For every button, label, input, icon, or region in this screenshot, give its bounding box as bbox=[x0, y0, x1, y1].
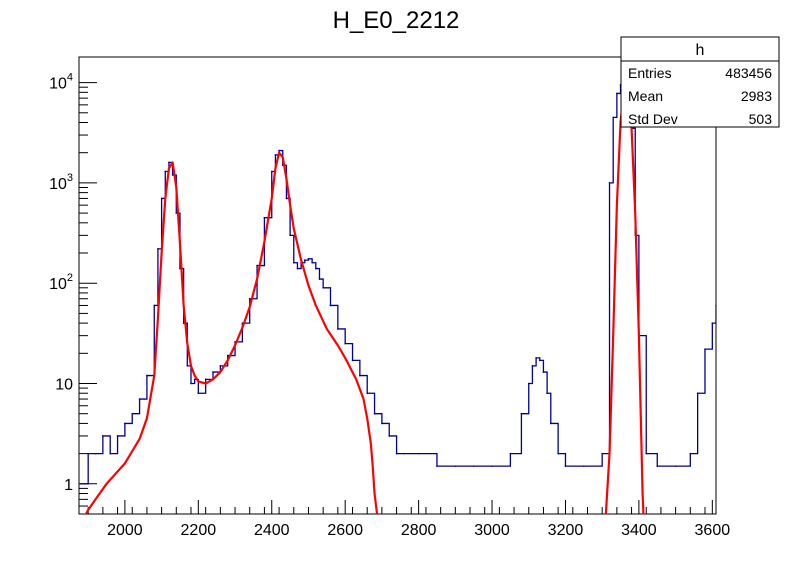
x-tick-label: 2000 bbox=[107, 522, 143, 539]
y-tick-label: 102 bbox=[49, 272, 73, 293]
y-tick-label: 1 bbox=[64, 477, 73, 494]
x-tick-label: 2800 bbox=[401, 522, 437, 539]
stats-box: h Entries 483456 Mean 2983 Std Dev 503 bbox=[620, 36, 780, 128]
x-tick-label: 2400 bbox=[254, 522, 290, 539]
y-tick-label: 103 bbox=[49, 172, 73, 193]
y-tick-label: 10 bbox=[55, 377, 73, 394]
stats-row-label: Entries bbox=[628, 65, 672, 81]
stats-box-frame bbox=[620, 36, 780, 128]
stats-row-value: 2983 bbox=[741, 88, 772, 104]
stats-row-value: 483456 bbox=[725, 65, 772, 81]
axes: 2000 2200 2400 2600 2800 3000 3200 3400 36001101… bbox=[49, 72, 730, 539]
histogram-line bbox=[80, 84, 716, 485]
stats-row-value: 503 bbox=[749, 111, 773, 127]
y-tick-base: 10 bbox=[49, 276, 67, 293]
series-1 bbox=[80, 86, 645, 537]
stats-box-name: h bbox=[696, 42, 705, 59]
fit-point bbox=[603, 536, 604, 537]
x-tick-label: 3200 bbox=[548, 522, 584, 539]
fit-curve bbox=[84, 86, 645, 514]
x-tick-label: 3600 bbox=[695, 522, 731, 539]
x-tick-label: 3000 bbox=[474, 522, 510, 539]
y-tick-base: 10 bbox=[49, 76, 67, 93]
fit-point bbox=[80, 523, 81, 524]
y-tick-base: 10 bbox=[49, 176, 67, 193]
y-tick-exponent: 4 bbox=[67, 72, 73, 84]
x-tick-label: 3400 bbox=[621, 522, 657, 539]
x-tick-label: 2200 bbox=[181, 522, 217, 539]
y-tick-base: 10 bbox=[55, 377, 73, 394]
series-layer bbox=[80, 84, 716, 537]
stats-row-label: Mean bbox=[628, 88, 663, 104]
stats-row-label: Std Dev bbox=[628, 111, 678, 127]
y-tick-label: 104 bbox=[49, 72, 73, 93]
y-tick-base: 1 bbox=[64, 477, 73, 494]
fit-point bbox=[378, 523, 379, 524]
chart-title: H_E0_2212 bbox=[333, 7, 460, 34]
plot-frame bbox=[78, 56, 717, 515]
y-tick-exponent: 2 bbox=[67, 272, 73, 284]
series-0 bbox=[80, 84, 716, 485]
y-tick-exponent: 3 bbox=[67, 172, 73, 184]
x-tick-label: 2600 bbox=[327, 522, 363, 539]
